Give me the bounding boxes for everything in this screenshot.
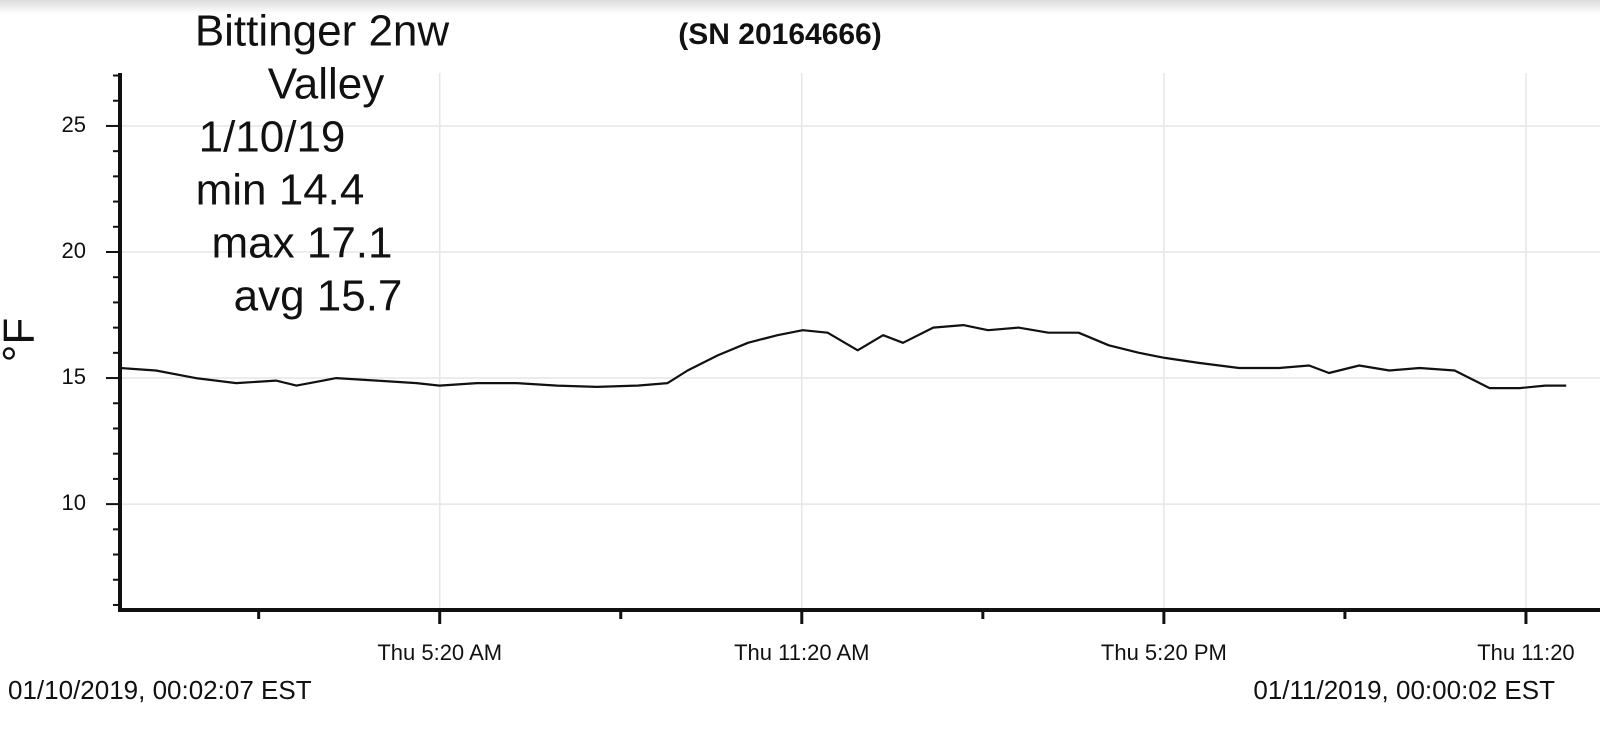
y-tick-label: 20 [62, 238, 86, 263]
title-line: max 17.1 [212, 219, 393, 268]
title-line: Valley [268, 60, 385, 109]
x-tick-label: Thu 5:20 AM [377, 640, 502, 665]
title-line: Bittinger 2nw [195, 7, 450, 56]
title-line: avg 15.7 [234, 272, 403, 321]
x-tick-label: Thu 5:20 PM [1101, 640, 1227, 665]
subtitle: (SN 20164666) [678, 18, 881, 51]
end-time: 01/11/2019, 00:00:02 EST [1253, 675, 1555, 705]
top-shadow [0, 0, 1600, 14]
start-time: 01/10/2019, 00:02:07 EST [8, 675, 312, 705]
title-line: 1/10/19 [199, 113, 346, 162]
title-line: min 14.4 [196, 166, 365, 215]
y-axis-label: °F [0, 318, 44, 362]
x-tick-label: Thu 11:20 [1477, 640, 1574, 665]
x-tick-label: Thu 11:20 AM [734, 640, 869, 665]
y-tick-label: 15 [62, 364, 86, 389]
y-tick-label: 25 [62, 112, 86, 137]
line-series [120, 324, 1567, 390]
y-tick-label: 10 [62, 490, 86, 515]
